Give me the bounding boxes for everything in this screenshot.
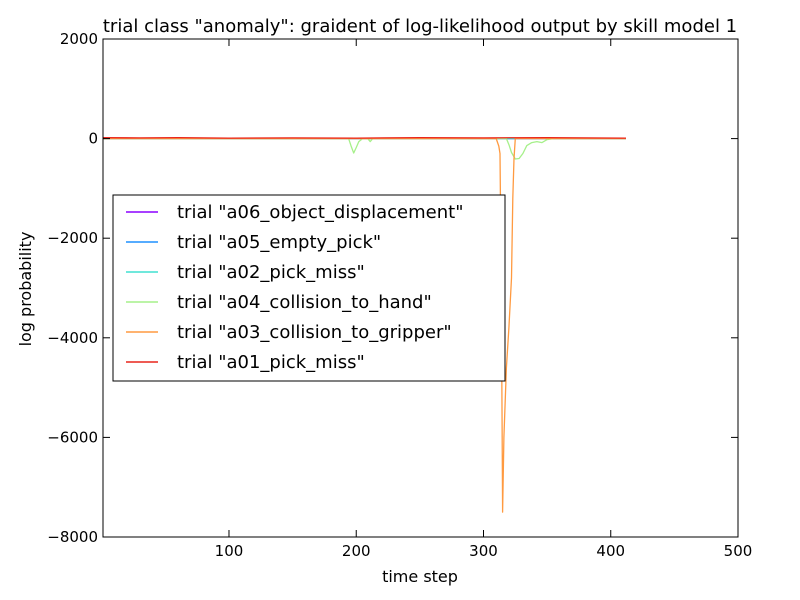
y-tick-label: 0: [88, 130, 98, 148]
series-line-5: [103, 137, 626, 513]
legend-label: trial "a01_pick_miss": [177, 352, 365, 373]
series-line-4: [103, 137, 626, 160]
chart-title: trial class "anomaly": graident of log-l…: [103, 16, 737, 37]
series-line-6: [102, 136, 627, 139]
legend-label: trial "a04_collision_to_hand": [177, 292, 432, 313]
legend-label: trial "a06_object_displacement": [177, 202, 463, 223]
y-tick-label: −6000: [47, 428, 98, 446]
x-tick-label: 500: [724, 542, 753, 560]
legend-label: trial "a05_empty_pick": [177, 232, 381, 253]
legend-entries: trial "a06_object_displacement"trial "a0…: [126, 202, 463, 373]
x-axis-label: time step: [382, 567, 458, 586]
legend-label: trial "a02_pick_miss": [177, 262, 365, 283]
y-axis-label: log probability: [16, 232, 35, 347]
y-tick-label: −4000: [47, 329, 98, 347]
x-axis-ticks: 100 200 300 400 500: [215, 39, 753, 560]
legend-label: trial "a03_collision_to_gripper": [177, 322, 452, 343]
legend-box: [112, 194, 506, 382]
y-tick-label: 2000: [60, 30, 98, 48]
y-tick-label: −8000: [47, 528, 98, 546]
y-tick-label: −2000: [47, 229, 98, 247]
x-tick-label: 200: [342, 542, 371, 560]
x-tick-label: 300: [469, 542, 498, 560]
x-tick-label: 400: [596, 542, 625, 560]
series-layer: [102, 136, 627, 513]
legend: trial "a06_object_displacement"trial "a0…: [112, 194, 506, 382]
x-tick-label: 100: [215, 542, 244, 560]
y-axis-ticks: 2000 0 −2000 −4000 −6000 −8000: [47, 30, 738, 546]
plot-area: [102, 38, 739, 538]
